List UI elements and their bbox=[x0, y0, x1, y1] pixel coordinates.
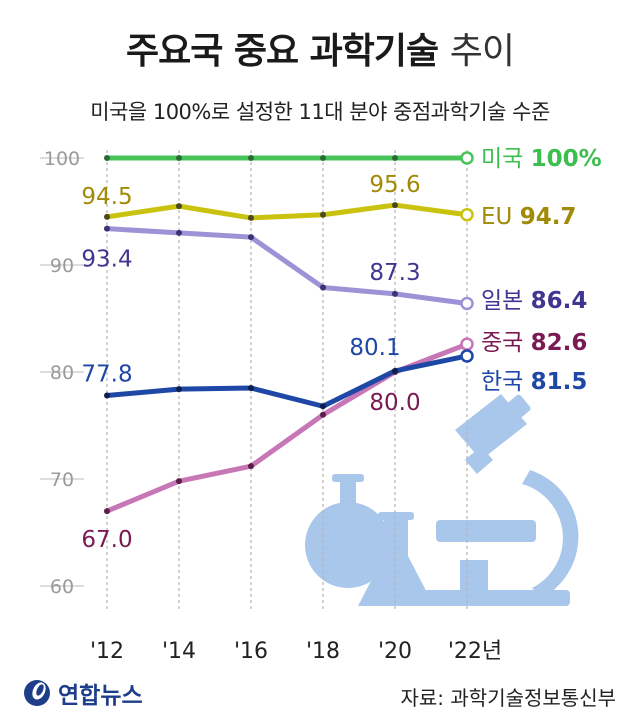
y-axis-ticks: 100 90 80 70 60 bbox=[44, 148, 80, 598]
series-line-EU bbox=[104, 202, 470, 221]
x-tick-label: '16 bbox=[234, 639, 268, 664]
end-label: 미국 100% bbox=[481, 146, 602, 172]
yonhap-logo-icon bbox=[24, 680, 50, 706]
data-point bbox=[248, 385, 254, 392]
data-point bbox=[176, 386, 182, 393]
lab-equipment-illustration bbox=[305, 394, 579, 606]
data-point bbox=[104, 225, 110, 232]
x-tick-label: '18 bbox=[306, 639, 340, 664]
data-point bbox=[176, 478, 182, 485]
value-label: 93.4 bbox=[81, 247, 132, 273]
end-point bbox=[460, 207, 474, 222]
data-point bbox=[104, 508, 110, 515]
page-subtitle: 미국을 100%로 설정한 11대 분야 중점과학기술 수준 bbox=[90, 100, 550, 124]
value-label: 80.1 bbox=[349, 335, 400, 361]
value-label: 67.0 bbox=[81, 527, 132, 553]
end-point bbox=[460, 337, 474, 351]
logo-text: 연합뉴스 bbox=[58, 683, 143, 709]
title-light: 추이 bbox=[449, 31, 515, 72]
x-tick-label: '14 bbox=[162, 639, 196, 664]
value-label: 87.3 bbox=[369, 260, 420, 286]
end-label: 일본 86.4 bbox=[481, 288, 587, 314]
value-label: 94.5 bbox=[81, 184, 132, 210]
data-point bbox=[248, 234, 254, 241]
data-point bbox=[248, 214, 254, 221]
end-label: 중국 82.6 bbox=[481, 330, 587, 356]
end-label-value: 82.6 bbox=[531, 330, 588, 356]
data-point bbox=[104, 155, 110, 161]
end-label-value: 81.5 bbox=[531, 369, 588, 395]
data-point bbox=[248, 155, 254, 161]
data-point bbox=[176, 155, 182, 161]
x-axis-ticks: '12 '14 '16 '18 '20 '22년 bbox=[90, 639, 502, 664]
end-label-value: 100% bbox=[531, 146, 602, 172]
x-tick-label: '12 bbox=[90, 639, 124, 664]
end-label-country: 중국 bbox=[481, 330, 531, 356]
y-tick-label: 90 bbox=[50, 255, 74, 277]
title-main: 주요국 중요 과학기술 bbox=[126, 31, 439, 72]
data-point bbox=[248, 463, 254, 470]
y-tick-label: 80 bbox=[50, 362, 74, 384]
data-point bbox=[320, 411, 326, 418]
value-labels: 94.5 95.6 93.4 87.3 67.0 80.0 77.8 80.1 bbox=[81, 172, 420, 553]
x-tick-label: '20 bbox=[378, 639, 412, 664]
source-note: 자료: 과학기술정보통신부 bbox=[400, 686, 617, 710]
data-point bbox=[320, 155, 326, 161]
end-label: 한국 81.5 bbox=[481, 369, 587, 395]
end-label: EU 94.7 bbox=[481, 204, 576, 230]
data-point bbox=[320, 284, 326, 291]
data-point bbox=[392, 367, 398, 374]
end-labels: 미국 100%EU 94.7일본 86.4중국 82.6한국 81.5 bbox=[481, 146, 602, 395]
end-label-country: 미국 bbox=[481, 146, 531, 172]
end-point bbox=[460, 349, 474, 363]
y-tick-label: 70 bbox=[50, 469, 74, 491]
y-tick-label: 60 bbox=[50, 576, 74, 598]
series-line-일본 bbox=[104, 226, 470, 307]
series-lines bbox=[104, 155, 470, 514]
x-tick-label: '22년 bbox=[448, 639, 502, 664]
yonhap-logo: 연합뉴스 bbox=[22, 676, 143, 710]
value-label: 80.0 bbox=[369, 390, 420, 416]
series-line-한국 bbox=[104, 353, 470, 409]
page-title: 주요국 중요 과학기술 추이 bbox=[0, 22, 640, 74]
end-label-value: 86.4 bbox=[531, 288, 588, 314]
data-point bbox=[392, 202, 398, 209]
data-point bbox=[392, 155, 398, 161]
value-label: 77.8 bbox=[81, 362, 132, 388]
data-point bbox=[104, 213, 110, 220]
value-label: 95.6 bbox=[369, 172, 420, 198]
data-point bbox=[176, 203, 182, 210]
gridlines bbox=[40, 150, 468, 612]
end-label-country: 일본 bbox=[481, 288, 531, 314]
end-point bbox=[460, 151, 474, 165]
end-label-country: 한국 bbox=[481, 369, 531, 395]
data-point bbox=[320, 403, 326, 410]
end-point bbox=[460, 296, 474, 311]
data-point bbox=[176, 229, 182, 236]
data-point bbox=[392, 290, 398, 297]
end-label-value: 94.7 bbox=[520, 204, 577, 230]
end-label-country: EU bbox=[481, 204, 520, 230]
data-point bbox=[104, 392, 110, 399]
data-point bbox=[320, 211, 326, 218]
series-points bbox=[104, 151, 474, 515]
y-tick-label: 100 bbox=[44, 148, 80, 170]
